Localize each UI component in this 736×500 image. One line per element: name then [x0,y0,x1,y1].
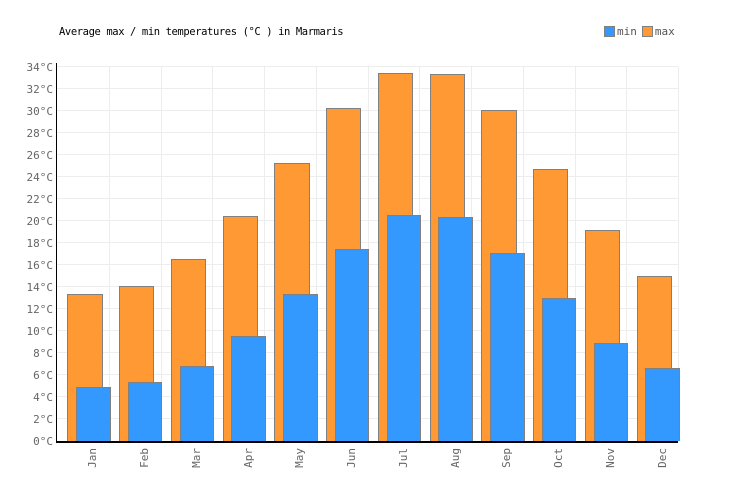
month-label-mar: Mar [189,448,203,468]
gridline-vertical [108,67,110,441]
y-tick-label: 12°C [26,302,54,316]
y-tick-label: 26°C [26,148,54,162]
month-label-jan: Jan [86,448,100,468]
bar-min-jul [386,214,422,441]
legend-swatch-max-icon [641,26,653,37]
y-tick-label: 30°C [26,104,54,118]
bar-min-sep [490,253,525,441]
y-tick-label: 2°C [33,412,53,426]
y-tick-label: 6°C [33,368,53,382]
y-tick-label: 22°C [26,192,54,206]
y-axis-line [55,63,57,441]
month-label-jun: Jun [345,448,359,468]
month-label-feb: Feb [138,448,152,468]
y-tick-label: 18°C [26,236,54,250]
month-label-apr: Apr [241,448,255,468]
gridline-vertical [264,67,265,441]
month-label-oct: Oct [552,448,566,468]
gridline-vertical [678,67,679,441]
bar-min-mar [179,366,215,441]
gridline-vertical [574,67,576,441]
legend-label-min: min [617,25,637,38]
gridline-vertical [626,67,628,441]
month-label-sep: Sep [500,448,514,468]
legend-item-max: max [641,25,675,38]
bar-min-nov [593,343,629,441]
y-tick-label: 20°C [26,214,54,228]
y-tick-label: 4°C [33,390,53,404]
chart-title: Average max / min temperatures (°C ) in … [59,26,344,38]
bar-min-jun [334,248,370,441]
y-tick-label: 14°C [26,280,54,294]
bar-min-feb [127,381,163,441]
y-tick-label: 34°C [26,60,54,74]
legend-label-max: max [654,25,675,38]
gridline-vertical [212,67,214,441]
x-axis-line [55,441,678,443]
month-label-nov: Nov [603,448,617,468]
gridline-horizontal [57,66,678,68]
month-label-aug: Aug [448,448,462,468]
bar-min-aug [438,216,473,441]
bar-min-oct [541,298,577,441]
gridline-vertical [315,67,317,441]
y-tick-label: 24°C [26,170,54,184]
y-tick-label: 10°C [26,324,54,338]
month-label-dec: Dec [655,448,669,468]
plot-area [55,63,680,443]
y-tick-label: 16°C [26,258,54,272]
month-label-jul: Jul [396,448,410,468]
gridline-vertical [160,67,162,441]
y-tick-label: 28°C [26,126,54,140]
bar-min-dec [645,368,680,441]
legend-swatch-min-icon [604,26,615,37]
month-label-may: May [293,448,307,468]
legend: min max [604,25,675,38]
y-tick-label: 32°C [26,82,54,96]
y-tick-label: 0°C [33,434,53,448]
bar-min-apr [231,335,266,441]
y-tick-label: 8°C [33,346,53,360]
bar-min-jan [76,387,111,441]
legend-item-min: min [604,25,637,38]
bar-min-may [283,293,318,441]
